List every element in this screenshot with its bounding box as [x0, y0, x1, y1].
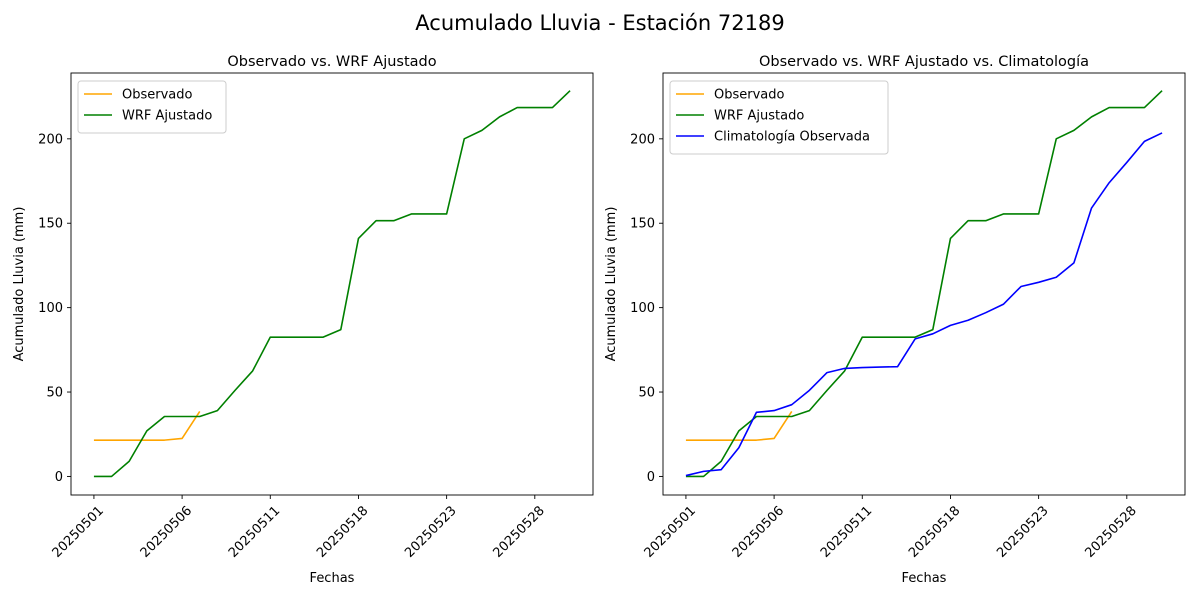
x-tick-label: 20250501	[50, 503, 107, 560]
legend-label: WRF Ajustado	[122, 109, 212, 124]
x-tick-label: 20250528	[490, 503, 547, 560]
y-tick-label: 200	[38, 132, 63, 147]
y-tick-label: 200	[630, 132, 655, 147]
x-axis-label: Fechas	[902, 571, 947, 586]
x-tick-label: 20250511	[818, 503, 875, 560]
axes-frame	[70, 72, 594, 496]
y-tick-label: 0	[55, 470, 63, 485]
y-tick-label: 50	[46, 386, 63, 401]
plot-title: Observado vs. WRF Ajustado vs. Climatolo…	[759, 54, 1089, 70]
x-tick-label: 20250523	[402, 503, 459, 560]
plot-left: Observado vs. WRF Ajustado 0 50 100 150 200 20…	[12, 54, 594, 586]
y-tick-label: 100	[630, 301, 655, 316]
x-tick-label: 20250528	[1082, 503, 1139, 560]
figure-suptitle: Acumulado Lluvia - Estación 72189	[415, 11, 784, 35]
series-line-1	[93, 90, 571, 478]
x-tick-label: 20250501	[642, 503, 699, 560]
series-line-0	[685, 411, 793, 441]
axes-frame	[662, 72, 1186, 496]
x-tick-label: 20250506	[730, 503, 787, 560]
x-tick-label: 20250518	[906, 503, 963, 560]
x-tick-label: 20250506	[138, 503, 195, 560]
x-tick-label: 20250523	[994, 503, 1051, 560]
x-tick-label: 20250518	[314, 503, 371, 560]
y-axis-label: Acumulado Lluvia (mm)	[12, 207, 27, 362]
plot-right: Observado vs. WRF Ajustado vs. Climatolo…	[604, 54, 1186, 586]
y-tick-label: 100	[38, 301, 63, 316]
legend-box	[669, 80, 889, 155]
legend-box	[77, 80, 227, 134]
legend-label: Observado	[122, 88, 193, 103]
x-tick-label: 20250511	[226, 503, 283, 560]
legend-label: Observado	[714, 88, 785, 103]
y-tick-label: 0	[647, 470, 655, 485]
x-axis-label: Fechas	[310, 571, 355, 586]
series-line-2	[685, 132, 1163, 477]
series-line-1	[685, 90, 1163, 478]
y-tick-label: 150	[630, 217, 655, 232]
legend-label: WRF Ajustado	[714, 109, 804, 124]
y-tick-label: 50	[638, 386, 655, 401]
series-line-0	[93, 411, 201, 441]
legend-label: Climatología Observada	[714, 130, 870, 145]
y-axis-label: Acumulado Lluvia (mm)	[604, 207, 619, 362]
plot-title: Observado vs. WRF Ajustado	[227, 54, 436, 70]
y-tick-label: 150	[38, 217, 63, 232]
